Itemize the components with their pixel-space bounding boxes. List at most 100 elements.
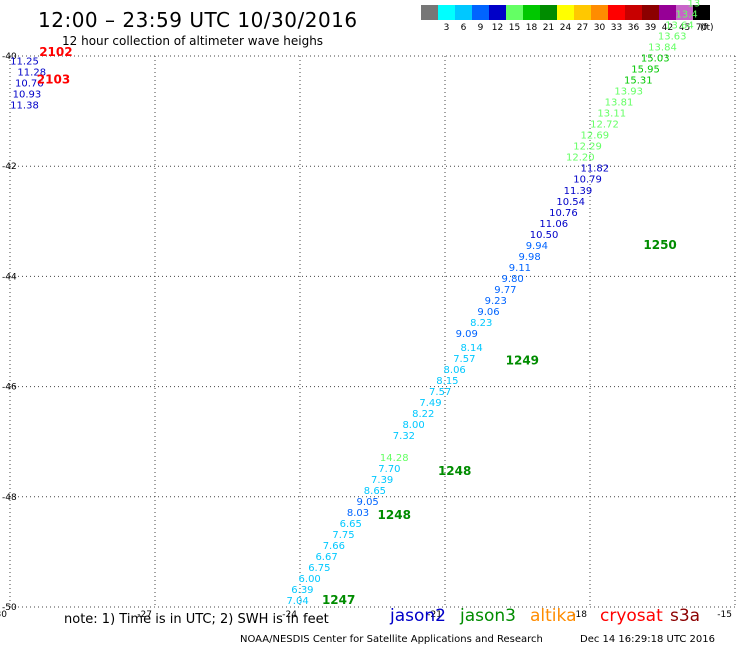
wave-height-value: 13.81 xyxy=(605,98,634,109)
latitude-tick-label: -46 xyxy=(2,383,17,393)
legend-swatch: 27 xyxy=(574,5,591,33)
wave-height-value: 13.84 xyxy=(648,42,677,53)
wave-height-value: 12.69 xyxy=(581,131,610,142)
legend-swatch-label: 36 xyxy=(627,23,640,33)
wave-height-value: 9.98 xyxy=(518,252,540,263)
page-subtitle: 12 hour collection of altimeter wave hei… xyxy=(62,34,324,48)
wave-height-value: 11.39 xyxy=(564,186,593,197)
latitude-tick-label: -42 xyxy=(2,162,17,172)
legend-swatch-label: 30 xyxy=(593,23,606,33)
legend-swatch-label: 45 xyxy=(678,23,691,33)
legend-swatch: 24 xyxy=(557,5,574,33)
wave-height-value: 9.94 xyxy=(526,241,548,252)
pass-time-label: 2102 xyxy=(39,45,72,59)
wave-height-value: 7.39 xyxy=(371,475,393,486)
wave-height-value: 13.93 xyxy=(614,87,643,98)
wave-height-value: 8.06 xyxy=(444,365,466,376)
legend-swatch-label: 24 xyxy=(559,23,572,33)
longitude-tick-label: -21 xyxy=(427,610,442,620)
wave-height-value: 6.65 xyxy=(340,519,362,530)
latitude-tick-label: -44 xyxy=(2,272,17,282)
wave-height-value: 6.67 xyxy=(315,552,337,563)
wave-height-value: 13 xyxy=(688,0,701,9)
latitude-tick-label: -40 xyxy=(2,52,17,62)
pass-time-label: 1248 xyxy=(378,508,411,522)
pass-time-label: 1250 xyxy=(643,238,676,252)
legend-swatch-label: 6 xyxy=(460,23,467,33)
wave-height-value: 9.06 xyxy=(477,307,499,318)
wave-height-value: 15.03 xyxy=(641,54,670,65)
wave-height-value: 10.76 xyxy=(15,78,44,89)
longitude-tick-label: -18 xyxy=(572,610,587,620)
legend-swatch: 70 xyxy=(693,5,710,33)
longitude-tick-label: -27 xyxy=(137,610,152,620)
satellite-label: s3a xyxy=(670,606,701,626)
legend-swatch: 3 xyxy=(438,5,455,33)
wave-height-observations: 11.2511.2810.7610.9311.387.046.396.006.7… xyxy=(10,0,700,607)
legend-swatch: 39 xyxy=(642,5,659,33)
legend-swatch-label: 27 xyxy=(576,23,589,33)
wave-height-value: 6.75 xyxy=(308,563,330,574)
longitude-tick-label: -30 xyxy=(0,610,7,620)
legend-unit-label: (ft) xyxy=(700,23,714,33)
wave-height-value: 9.09 xyxy=(456,329,478,340)
legend-swatch-label: 21 xyxy=(542,23,555,33)
wave-height-value: 11.25 xyxy=(10,56,39,67)
latitude-tick-label: -50 xyxy=(2,603,17,613)
wave-height-value: 11.82 xyxy=(581,164,610,175)
legend-swatch-label: 42 xyxy=(661,23,674,33)
satellite-label: altika xyxy=(530,606,577,626)
generation-timestamp: Dec 14 16:29:18 UTC 2016 xyxy=(580,634,715,645)
pass-time-label: 1247 xyxy=(322,593,355,607)
map-tick-labels: -30 -27 -24 -21 -18 -15 -40 -42 -44 -46 -48 -50 xyxy=(0,52,732,620)
wave-height-value: 11.28 xyxy=(17,67,46,78)
legend-swatch-label: 33 xyxy=(610,23,623,33)
legend-swatch-label: 70 xyxy=(695,23,708,33)
wave-height-value: 9.11 xyxy=(509,263,531,274)
legend-swatch: 33 xyxy=(608,5,625,33)
wave-height-value: 10.50 xyxy=(530,230,559,241)
wave-height-value: 15.31 xyxy=(624,76,653,87)
wave-height-value: 13.11 xyxy=(597,109,626,120)
wave-height-value: 7.75 xyxy=(332,530,354,541)
wave-height-value: 12.72 xyxy=(590,120,619,131)
wave-height-value: 10.76 xyxy=(549,208,578,219)
footer-note: note: 1) Time is in UTC; 2) SWH is in fe… xyxy=(64,612,329,627)
pass-time-label: 2103 xyxy=(37,73,70,87)
wave-height-value: 8.03 xyxy=(347,508,369,519)
legend-swatch-label: 39 xyxy=(644,23,657,33)
wave-height-value: 7.32 xyxy=(393,431,415,442)
wave-height-value: 11.06 xyxy=(539,219,568,230)
legend-swatch-label: 9 xyxy=(477,23,484,33)
legend-swatch-label: 15 xyxy=(508,23,521,33)
legend-swatch: 21 xyxy=(540,5,557,33)
latitude-tick-label: -48 xyxy=(2,493,17,503)
color-scale-legend: 3 6 9 12 15 18 21 24 27 30 33 36 39 42 45 70 xyxy=(421,5,710,33)
page-title: 12:00 – 23:59 UTC 10/30/2016 xyxy=(38,8,358,32)
pass-time-label: 1248 xyxy=(438,464,471,478)
wave-height-value: 13.63 xyxy=(658,31,687,42)
legend-swatch: 6 xyxy=(455,5,472,33)
wave-height-value: 8.22 xyxy=(412,409,434,420)
wave-height-value: 8.23 xyxy=(470,318,492,329)
satellite-label: jason3 xyxy=(460,606,516,626)
legend-swatch: 42 xyxy=(659,5,676,33)
wave-height-value: 10.93 xyxy=(13,89,42,100)
legend-swatch xyxy=(421,5,438,20)
wave-height-value: 8.00 xyxy=(402,420,424,431)
wave-height-value: 13.4 xyxy=(676,9,698,20)
legend-swatch: 45 xyxy=(676,5,693,33)
legend-swatch: 15 xyxy=(506,5,523,33)
wave-height-value: 7.66 xyxy=(323,541,345,552)
legend-swatch-label: 18 xyxy=(525,23,538,33)
wave-height-value: 15.95 xyxy=(631,65,660,76)
wave-height-value: 11.38 xyxy=(10,100,39,111)
wave-height-value: 8.14 xyxy=(460,343,482,354)
legend-swatch: 18 xyxy=(523,5,540,33)
legend-swatch: 12 xyxy=(489,5,506,33)
satellite-label: jason2 xyxy=(390,606,446,626)
wave-height-value: 13.64 xyxy=(665,20,694,31)
legend-swatch-label: 12 xyxy=(491,23,504,33)
wave-height-value: 10.54 xyxy=(556,197,585,208)
